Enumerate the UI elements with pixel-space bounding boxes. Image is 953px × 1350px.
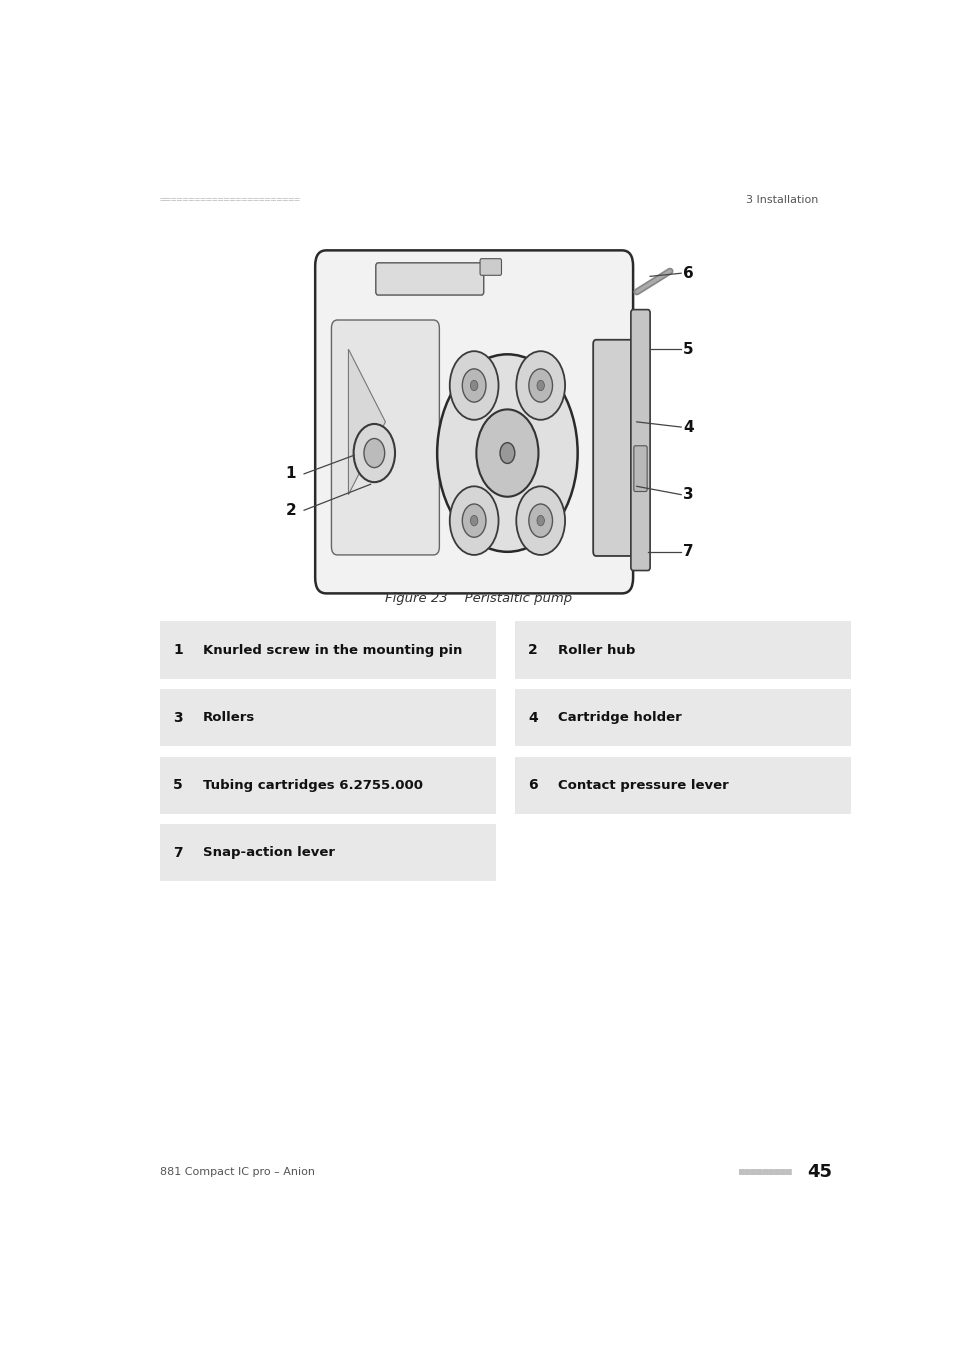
Circle shape xyxy=(537,381,544,390)
Text: 2: 2 xyxy=(528,643,537,657)
Circle shape xyxy=(470,381,477,390)
Bar xyxy=(515,747,850,756)
Bar xyxy=(496,824,515,882)
Text: 1: 1 xyxy=(285,466,295,482)
Text: Tubing cartridges 6.2755.000: Tubing cartridges 6.2755.000 xyxy=(203,779,422,791)
Text: 2: 2 xyxy=(285,502,295,518)
Text: 7: 7 xyxy=(682,544,693,559)
Text: 5: 5 xyxy=(682,342,693,356)
Circle shape xyxy=(499,443,515,463)
Bar xyxy=(496,621,515,679)
Text: 1: 1 xyxy=(173,643,183,657)
FancyBboxPatch shape xyxy=(479,259,501,275)
Bar xyxy=(160,747,496,756)
FancyBboxPatch shape xyxy=(375,263,483,296)
Circle shape xyxy=(449,486,498,555)
Circle shape xyxy=(364,439,384,467)
Text: Roller hub: Roller hub xyxy=(558,644,635,656)
FancyBboxPatch shape xyxy=(633,446,646,491)
Text: 5: 5 xyxy=(173,778,183,792)
Text: Snap-action lever: Snap-action lever xyxy=(203,846,335,859)
Text: 7: 7 xyxy=(173,845,183,860)
Bar xyxy=(160,688,496,747)
Bar xyxy=(515,679,850,688)
Bar xyxy=(496,756,515,814)
Text: 3: 3 xyxy=(173,710,183,725)
Bar xyxy=(160,679,496,688)
Text: 3 Installation: 3 Installation xyxy=(745,196,817,205)
Text: Knurled screw in the mounting pin: Knurled screw in the mounting pin xyxy=(203,644,461,656)
Circle shape xyxy=(537,516,544,525)
Bar xyxy=(160,824,496,882)
Bar xyxy=(515,621,850,679)
FancyBboxPatch shape xyxy=(630,309,649,571)
Bar xyxy=(160,621,496,679)
Circle shape xyxy=(476,409,537,497)
Circle shape xyxy=(462,504,485,537)
Text: 6: 6 xyxy=(682,266,693,281)
Text: Cartridge holder: Cartridge holder xyxy=(558,711,680,724)
Circle shape xyxy=(516,486,564,555)
FancyBboxPatch shape xyxy=(593,340,639,556)
Bar xyxy=(515,814,850,824)
Text: 45: 45 xyxy=(806,1164,831,1181)
Text: 6: 6 xyxy=(528,778,537,792)
Bar xyxy=(515,756,850,814)
Text: ■■■■■■■■■: ■■■■■■■■■ xyxy=(739,1168,791,1177)
FancyBboxPatch shape xyxy=(331,320,439,555)
Text: 4: 4 xyxy=(682,420,693,435)
Polygon shape xyxy=(348,350,385,494)
FancyBboxPatch shape xyxy=(314,250,633,594)
Bar xyxy=(160,756,496,814)
Bar xyxy=(496,688,515,747)
Text: 3: 3 xyxy=(682,487,693,502)
Circle shape xyxy=(449,351,498,420)
Text: Contact pressure lever: Contact pressure lever xyxy=(558,779,728,791)
Text: Figure 23    Peristaltic pump: Figure 23 Peristaltic pump xyxy=(385,593,572,605)
Text: 4: 4 xyxy=(528,710,537,725)
Circle shape xyxy=(436,354,577,552)
Text: Rollers: Rollers xyxy=(203,711,254,724)
Circle shape xyxy=(516,351,564,420)
Text: 881 Compact IC pro – Anion: 881 Compact IC pro – Anion xyxy=(160,1168,314,1177)
Circle shape xyxy=(354,424,395,482)
Circle shape xyxy=(528,369,552,402)
Circle shape xyxy=(528,504,552,537)
Bar xyxy=(160,814,496,824)
Bar xyxy=(515,688,850,747)
Circle shape xyxy=(470,516,477,525)
Circle shape xyxy=(462,369,485,402)
Text: ========================: ======================== xyxy=(160,196,300,205)
